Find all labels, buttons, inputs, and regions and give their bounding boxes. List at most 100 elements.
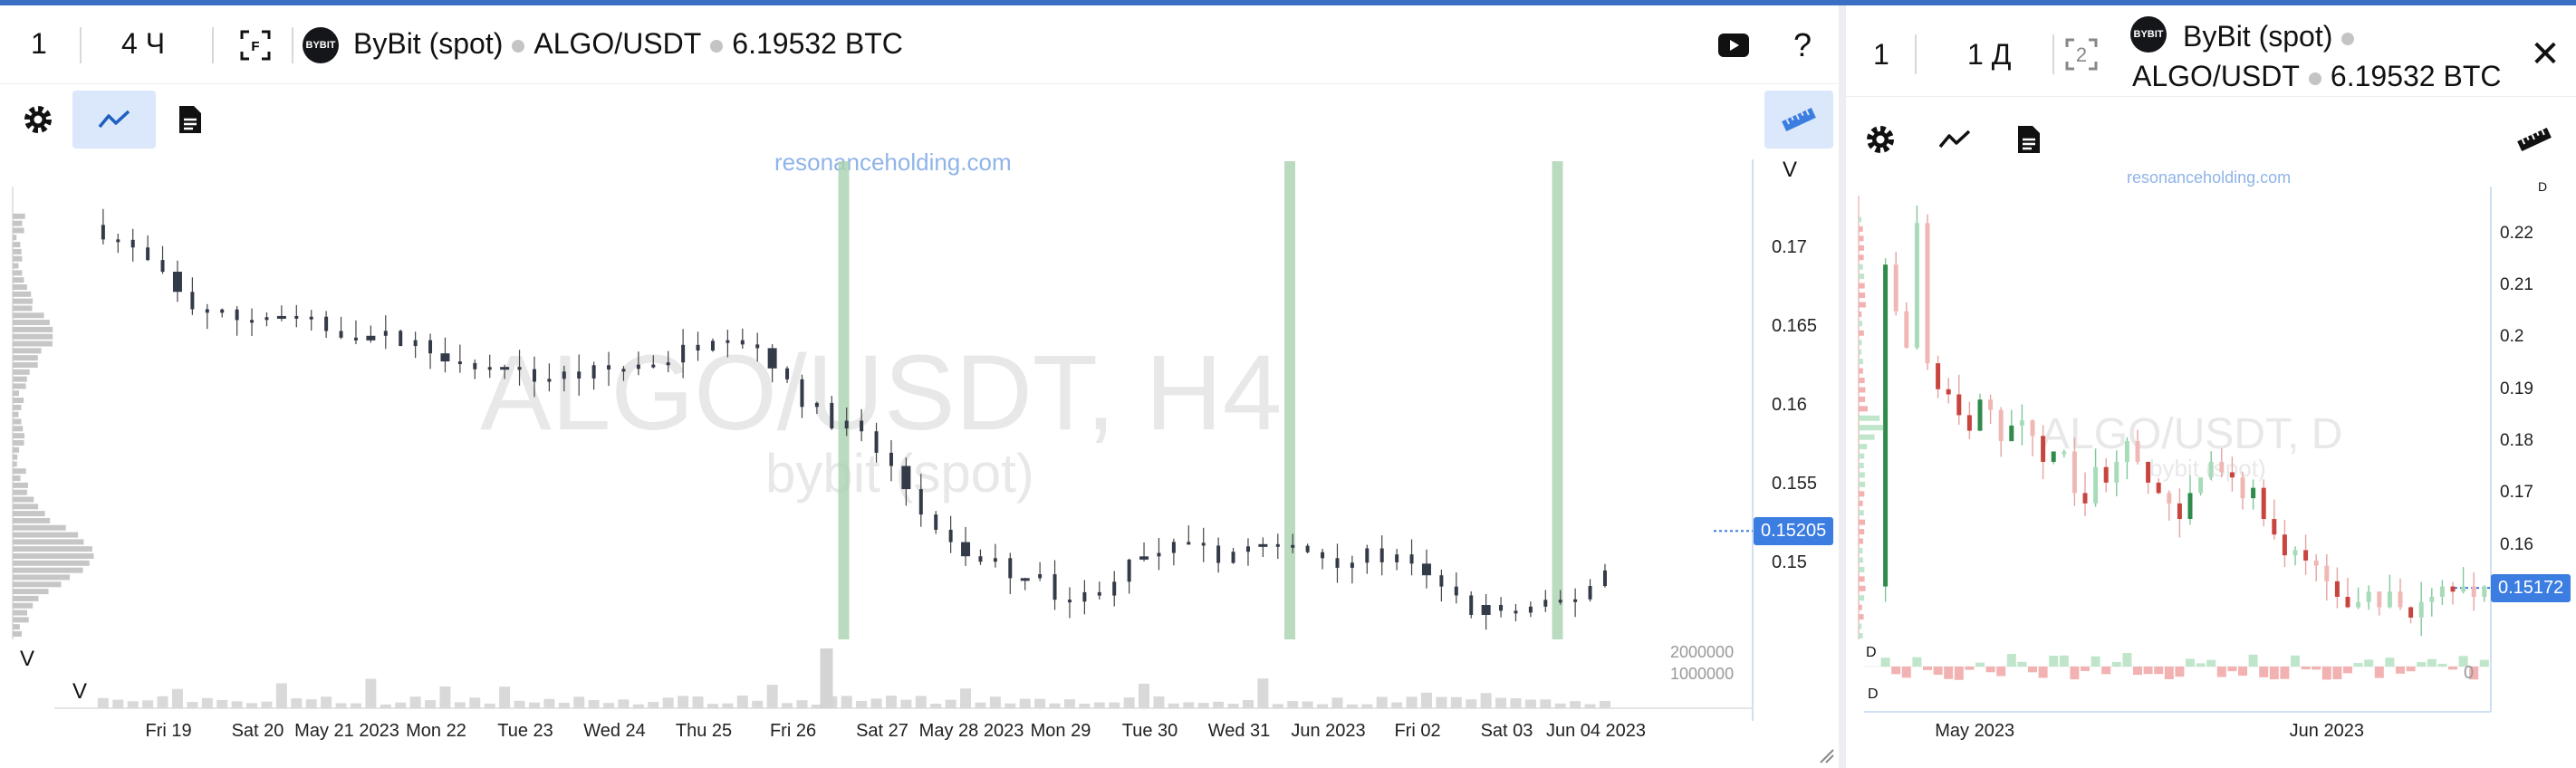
timeframe-selector[interactable]: 4 Ч bbox=[121, 27, 166, 60]
close-icon[interactable]: ✕ bbox=[2530, 34, 2561, 74]
indicator-bar bbox=[2343, 667, 2352, 674]
indicator-bar bbox=[2143, 667, 2153, 675]
candle-body bbox=[1904, 311, 1909, 348]
volume-bar bbox=[648, 702, 659, 708]
candle-body bbox=[2030, 420, 2035, 437]
time-tick-label: Jun 2023 bbox=[2289, 721, 2364, 741]
indicator-bar bbox=[1954, 667, 1964, 680]
volume-profile-bar bbox=[13, 348, 42, 354]
candle-body bbox=[562, 371, 566, 379]
volume-bar bbox=[380, 704, 391, 708]
volume-bar bbox=[752, 700, 764, 708]
volume-profile-bar bbox=[13, 270, 23, 276]
volume-profile-bar bbox=[13, 277, 24, 283]
separator bbox=[2052, 34, 2054, 74]
volume-profile-bar bbox=[13, 567, 83, 573]
volume-bar bbox=[1242, 699, 1254, 708]
play-icon[interactable] bbox=[1716, 27, 1752, 63]
candle-body bbox=[696, 344, 700, 351]
volume-bar bbox=[1599, 700, 1610, 708]
volume-profile-bar bbox=[13, 539, 84, 545]
volume-bar bbox=[1004, 703, 1016, 708]
price-axis-label: V bbox=[1783, 158, 1798, 182]
candle-body bbox=[1588, 586, 1592, 600]
candle-body bbox=[1883, 264, 1889, 587]
indicator-chart-button[interactable] bbox=[72, 91, 156, 149]
price-tick-label: 0.165 bbox=[1772, 316, 1818, 337]
volume-bar bbox=[350, 703, 361, 708]
pane-count[interactable]: 1 bbox=[31, 27, 47, 60]
volume-profile-bar bbox=[13, 283, 27, 290]
indicator-bar bbox=[2154, 667, 2164, 675]
line-chart-icon[interactable] bbox=[1937, 121, 1973, 158]
exchange-watermark: bybit (spot) bbox=[2149, 455, 2266, 482]
candle-body bbox=[1112, 581, 1117, 596]
candle-body bbox=[889, 452, 893, 466]
candle-body bbox=[116, 239, 120, 243]
volume-bar bbox=[1197, 703, 1209, 708]
candle-body bbox=[1020, 578, 1030, 581]
indicator-bar bbox=[2111, 661, 2121, 667]
candle-body bbox=[399, 331, 403, 347]
main-price-chart[interactable] bbox=[0, 5, 1839, 768]
time-tick-label: Mon 22 bbox=[406, 721, 466, 741]
volume-profile-bar bbox=[1859, 633, 1863, 638]
indicator-bar bbox=[2017, 661, 2027, 667]
fullscreen-icon[interactable]: F bbox=[237, 27, 274, 63]
ruler-icon[interactable] bbox=[2516, 121, 2552, 158]
document-icon[interactable] bbox=[172, 101, 208, 138]
volume-bar bbox=[856, 700, 868, 708]
volume-bar bbox=[321, 696, 332, 708]
instrument-title[interactable]: ByBit (spot) ALGO/USDT 6.19532 BTC bbox=[353, 27, 903, 61]
pair-name: ALGO/USDT bbox=[2132, 60, 2300, 92]
help-icon[interactable]: ? bbox=[1793, 26, 1812, 63]
volume-bar bbox=[1183, 702, 1195, 708]
candle-body bbox=[160, 260, 165, 273]
volume-tick-label: 1000000 bbox=[1670, 665, 1735, 683]
symbol-watermark: ALGO/USDT, D bbox=[2041, 410, 2343, 458]
ruler-icon[interactable] bbox=[1764, 91, 1833, 149]
volume-profile-bar bbox=[13, 390, 20, 397]
volume-bar bbox=[632, 704, 644, 708]
price-tick-label: 0.16 bbox=[2500, 534, 2533, 554]
document-icon[interactable] bbox=[2011, 121, 2047, 158]
time-tick-label: May 21 2023 bbox=[294, 721, 399, 741]
indicator-bar bbox=[1923, 667, 1932, 670]
volume-profile-bar bbox=[13, 610, 27, 616]
volume-bar bbox=[1540, 699, 1552, 708]
pair-line[interactable]: ALGO/USDT 6.19532 BTC bbox=[2132, 60, 2501, 93]
candle-body bbox=[2229, 472, 2235, 478]
volume-bar bbox=[305, 699, 317, 708]
candle-body bbox=[2377, 591, 2382, 608]
timeframe-selector[interactable]: 1 Д bbox=[1967, 38, 2012, 71]
price-tick-label: 0.17 bbox=[1772, 237, 1807, 258]
settings-gear-icon[interactable] bbox=[1862, 121, 1898, 158]
price-tick-label: 0.21 bbox=[2500, 275, 2533, 295]
volume-bar bbox=[915, 696, 927, 708]
volume-bar bbox=[454, 702, 466, 708]
pane-count[interactable]: 1 bbox=[1873, 38, 1889, 71]
volume-tick-label: 2000000 bbox=[1670, 643, 1735, 661]
volume-profile-bar bbox=[1859, 340, 1862, 346]
settings-gear-icon[interactable] bbox=[20, 101, 56, 138]
time-tick-label: Fri 19 bbox=[145, 721, 192, 741]
volume-profile-bar bbox=[1859, 519, 1866, 525]
candle-body bbox=[993, 558, 997, 562]
candle-body bbox=[1097, 591, 1101, 596]
volume-bar bbox=[97, 697, 109, 708]
candle-body bbox=[934, 514, 938, 530]
volume-profile-bar bbox=[1859, 264, 1863, 270]
pane-number-icon[interactable]: 2 bbox=[2063, 36, 2100, 72]
candle-body bbox=[2387, 591, 2392, 608]
last-price-badge: 0.15205 bbox=[1754, 517, 1834, 546]
candle-body bbox=[1956, 394, 1962, 416]
candle-body bbox=[651, 364, 656, 368]
candle-body bbox=[2418, 601, 2424, 618]
indicator-bar bbox=[2038, 667, 2048, 678]
exchange-name-line[interactable]: ByBit (spot) bbox=[2183, 20, 2363, 53]
indicator-bar bbox=[2269, 667, 2279, 680]
candle-body bbox=[755, 344, 760, 349]
indicator-bar bbox=[2206, 659, 2216, 667]
daily-price-chart[interactable] bbox=[1846, 5, 2576, 768]
volume-profile-bar bbox=[13, 574, 70, 581]
